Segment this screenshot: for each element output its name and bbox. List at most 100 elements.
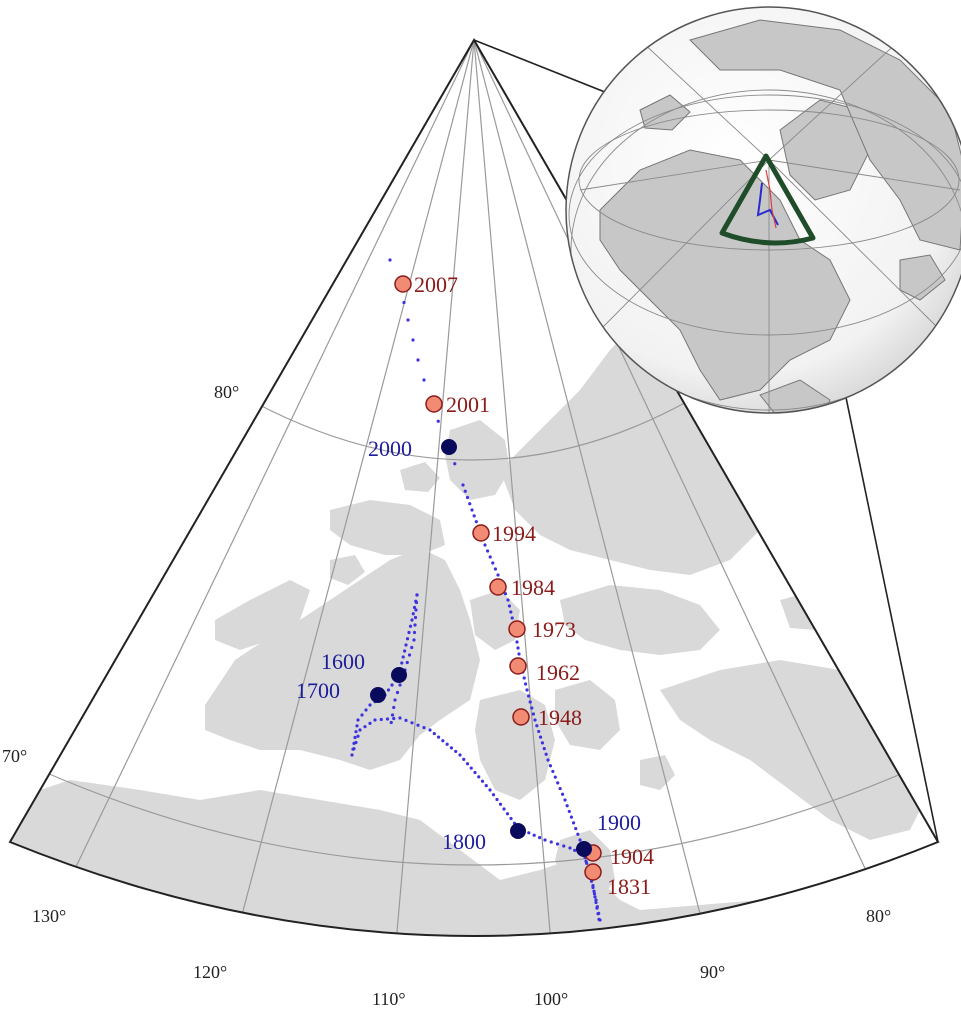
observed-label: 2001 xyxy=(446,392,490,417)
globe-north-america xyxy=(599,149,851,401)
track-historic-dot xyxy=(592,889,596,893)
track-historic-dot xyxy=(597,917,601,921)
track-historic-dot xyxy=(491,793,496,797)
track-fork-dot xyxy=(405,660,409,665)
track-observed-dot xyxy=(503,592,508,596)
model-marker xyxy=(370,687,386,703)
track-observed-dot xyxy=(556,781,560,785)
track-historic-dot xyxy=(398,716,402,720)
land-victoria-island xyxy=(205,548,480,770)
track-observed-dot xyxy=(488,555,492,559)
track-observed-dot xyxy=(470,508,474,512)
model-marker xyxy=(441,439,457,455)
track-historic-dot xyxy=(360,713,364,717)
track-observed-dot xyxy=(525,688,529,692)
track-historic-dot xyxy=(385,717,390,721)
observed-1984: 1984 xyxy=(489,575,555,600)
track-fork-dot xyxy=(393,698,397,702)
track-historic-dot xyxy=(403,649,407,653)
track-historic-dot xyxy=(350,753,354,757)
latitude-label-70: 70° xyxy=(2,746,27,766)
track-historic-dot xyxy=(591,884,595,888)
track-observed-dot xyxy=(578,838,582,842)
track-observed-dot xyxy=(548,764,553,768)
track-historic-dot xyxy=(538,836,542,840)
track-historic-dot xyxy=(462,757,466,761)
model-1900: 1900 xyxy=(576,810,641,857)
track-observed-dot xyxy=(551,769,555,774)
globe-greenland xyxy=(779,99,871,201)
longitude-label-110: 110° xyxy=(372,989,406,1009)
track-fork-dot xyxy=(407,653,412,657)
observed-label: 1984 xyxy=(511,575,555,600)
meridian-100 xyxy=(473,40,556,936)
observed-label: 2007 xyxy=(414,272,458,297)
longitude-label-130: 130° xyxy=(32,906,66,926)
observed-label: 1831 xyxy=(607,874,651,899)
track-observed-dot xyxy=(558,786,562,791)
track-observed-dot xyxy=(569,815,574,819)
globe-land xyxy=(599,19,961,413)
track-northern-dot xyxy=(411,338,415,342)
model-label: 1600 xyxy=(321,649,365,674)
track-historic-dot xyxy=(404,718,408,723)
track-historic-dot xyxy=(364,708,368,712)
latitude-arc-70 xyxy=(39,769,911,866)
track-historic-dot xyxy=(543,838,547,842)
track-historic-dot xyxy=(502,807,506,811)
model-marker xyxy=(510,823,526,839)
track-historic-dot xyxy=(373,718,377,722)
track-historic-dot xyxy=(353,735,357,740)
model-1600: 1600 xyxy=(321,649,407,683)
track-historic-dot xyxy=(449,746,454,750)
track-observed-dot xyxy=(463,489,467,493)
track-historic-dot xyxy=(458,753,462,757)
land-devon-island xyxy=(560,585,720,655)
track-historic-dot xyxy=(498,802,503,806)
track-historic-dot xyxy=(477,775,481,779)
track-northern-dot xyxy=(406,318,410,322)
track-fork-dot xyxy=(395,690,400,695)
track-historic-dot xyxy=(596,912,600,916)
observed-marker xyxy=(508,620,526,638)
observed-marker xyxy=(425,395,443,413)
track-northern-dot xyxy=(461,483,465,487)
track-observed-dot xyxy=(510,616,514,620)
track-observed-dot xyxy=(535,724,539,728)
track-observed-dot xyxy=(544,752,548,756)
track-fork-dot xyxy=(415,593,419,597)
track-historic-dot xyxy=(593,895,597,899)
track-observed-dot xyxy=(468,502,472,506)
land-banks-island xyxy=(215,580,310,650)
track-observed-dot xyxy=(533,718,537,722)
track-fork-dot xyxy=(410,645,414,650)
observed-1948: 1948 xyxy=(512,705,582,730)
globe-island-b xyxy=(899,254,946,301)
track-observed-dot xyxy=(565,804,569,808)
track-historic-dot xyxy=(392,716,396,721)
track-observed-dot xyxy=(493,567,497,571)
track-historic-dot xyxy=(532,833,536,837)
observed-marker xyxy=(509,657,527,675)
model-marker xyxy=(576,841,592,857)
track-observed-dot xyxy=(576,832,580,836)
meridian-80 xyxy=(473,40,881,901)
track-historic-dot xyxy=(401,655,405,659)
track-fork-dot xyxy=(412,630,417,635)
land-melville-island xyxy=(330,500,445,555)
observed-1962: 1962 xyxy=(509,657,580,685)
observed-marker xyxy=(489,578,507,596)
track-historic-dot xyxy=(410,618,414,622)
track-historic-dot xyxy=(410,721,414,725)
track-observed-dot xyxy=(472,514,476,518)
track-historic-dot xyxy=(405,637,410,641)
observed-label: 1948 xyxy=(538,705,582,730)
land-small-island-b xyxy=(400,462,440,492)
track-historic-dot xyxy=(505,812,510,816)
meridian-110 xyxy=(391,40,475,936)
graticule xyxy=(39,40,911,936)
track-historic-dot xyxy=(355,724,359,728)
track-historic-dot xyxy=(407,630,411,635)
track-observed-dot xyxy=(567,809,571,814)
track-historic-dot xyxy=(509,816,513,821)
